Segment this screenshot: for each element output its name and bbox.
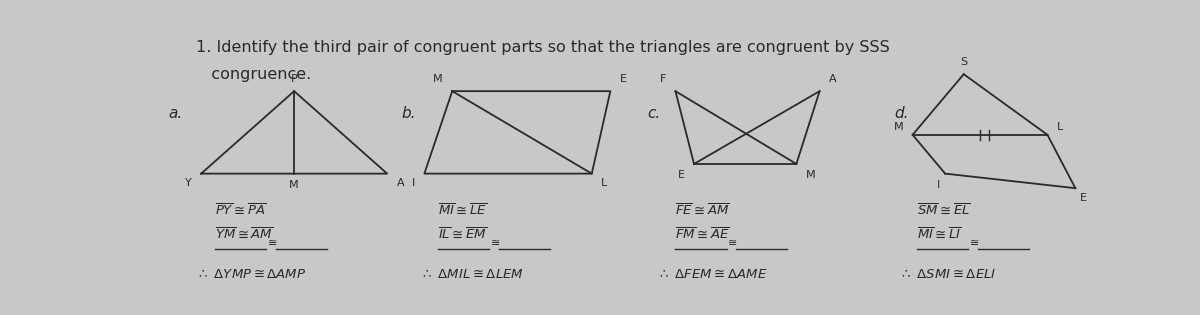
- Text: $\cong$: $\cong$: [725, 237, 737, 247]
- Text: S: S: [960, 57, 967, 67]
- Text: L: L: [1057, 123, 1063, 132]
- Text: M: M: [433, 74, 443, 84]
- Text: E: E: [619, 74, 626, 84]
- Text: Y: Y: [185, 179, 192, 188]
- Text: c.: c.: [648, 106, 661, 121]
- Text: 1. Identify the third pair of congruent parts so that the triangles are congruen: 1. Identify the third pair of congruent …: [197, 40, 890, 55]
- Text: congruence.: congruence.: [197, 67, 312, 82]
- Text: E: E: [1080, 193, 1087, 203]
- Text: d.: d.: [894, 106, 908, 121]
- Text: M: M: [289, 180, 299, 190]
- Text: P: P: [290, 74, 298, 84]
- Text: $\cong$: $\cong$: [265, 237, 277, 247]
- Text: $\overline{FE} \cong \overline{AM}$: $\overline{FE} \cong \overline{AM}$: [676, 203, 731, 218]
- Text: A: A: [829, 74, 836, 84]
- Text: F: F: [660, 74, 666, 84]
- Text: b.: b.: [401, 106, 415, 121]
- Text: $\therefore\ \Delta FEM \cong \Delta AME$: $\therefore\ \Delta FEM \cong \Delta AME…: [656, 268, 768, 281]
- Text: $\overline{IL} \cong \overline{EM}$: $\overline{IL} \cong \overline{EM}$: [438, 227, 487, 242]
- Text: $\therefore\ \Delta SMI \cong \Delta ELI$: $\therefore\ \Delta SMI \cong \Delta ELI…: [899, 268, 996, 281]
- Text: $\overline{MI} \cong \overline{LE}$: $\overline{MI} \cong \overline{LE}$: [438, 203, 487, 218]
- Text: L: L: [601, 179, 607, 188]
- Text: A: A: [396, 179, 404, 188]
- Text: $\therefore\ \Delta MIL \cong \Delta LEM$: $\therefore\ \Delta MIL \cong \Delta LEM…: [420, 268, 523, 281]
- Text: $\overline{SM} \cong \overline{EL}$: $\overline{SM} \cong \overline{EL}$: [917, 203, 971, 218]
- Text: M: M: [805, 170, 815, 180]
- Text: $\overline{FM} \cong \overline{AE}$: $\overline{FM} \cong \overline{AE}$: [676, 227, 731, 242]
- Text: $\overline{PY} \cong \overline{PA}$: $\overline{PY} \cong \overline{PA}$: [215, 203, 266, 218]
- Text: $\therefore\ \Delta YMP \cong \Delta AMP$: $\therefore\ \Delta YMP \cong \Delta AMP…: [197, 268, 307, 281]
- Text: I: I: [412, 179, 415, 188]
- Text: I: I: [937, 180, 941, 190]
- Text: $\cong$: $\cong$: [488, 237, 500, 247]
- Text: M: M: [894, 123, 904, 132]
- Text: $\overline{MI} \cong \overline{LI}$: $\overline{MI} \cong \overline{LI}$: [917, 227, 962, 242]
- Text: a.: a.: [168, 106, 182, 121]
- Text: E: E: [678, 170, 685, 180]
- Text: $\overline{YM} \cong \overline{AM}$: $\overline{YM} \cong \overline{AM}$: [215, 227, 274, 242]
- Text: $\cong$: $\cong$: [967, 237, 979, 247]
